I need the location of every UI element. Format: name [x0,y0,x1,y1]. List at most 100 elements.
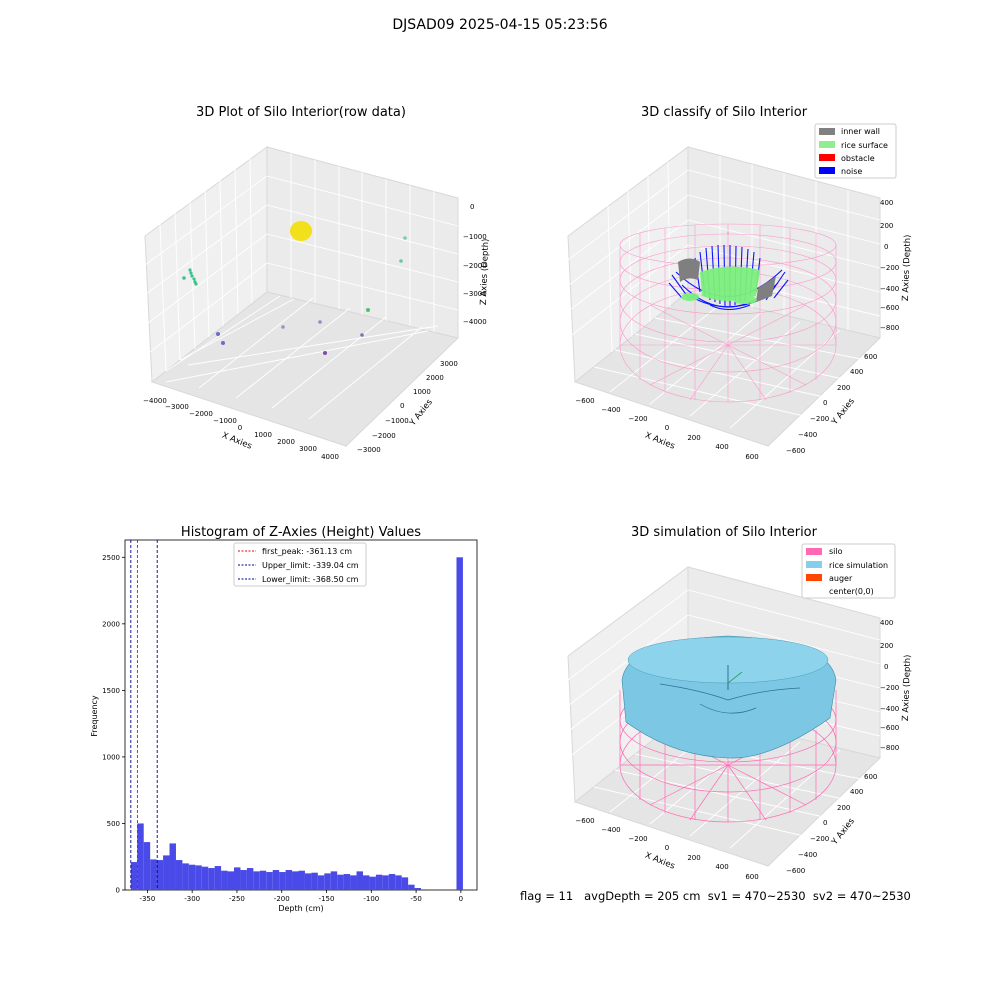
z-tick: 200 [880,642,893,650]
classify-legend: inner wall rice surface obstacle noise [814,123,897,179]
x-tick-label: -150 [319,895,335,903]
x-tick-label: -200 [274,895,290,903]
y-tick-label: 1500 [102,687,120,695]
y-axis-label: Y Axies [829,816,857,848]
x-tick: 1000 [254,431,272,439]
histogram-bar [214,866,222,890]
x-tick-label: -100 [363,895,379,903]
legend-label: Upper_limit: -339.04 cm [262,561,359,570]
legend-label: center(0,0) [829,587,874,596]
x-tick: 0 [665,424,669,432]
y-tick: −600 [786,867,805,875]
x-tick-label: -350 [139,895,155,903]
legend-label: noise [841,167,862,176]
histogram-bar [408,884,415,890]
x-tick: −4000 [143,397,167,405]
histogram-bar [150,859,157,890]
y-tick: 400 [850,368,863,376]
y-tick-label: 2000 [102,620,120,628]
z-tick: 200 [880,222,893,230]
floor-pane [573,711,882,867]
y-tick: −3000 [357,446,381,454]
histogram-bar [137,823,144,890]
histogram-bar [246,868,254,890]
histogram-title: Histogram of Z-Axies (Height) Values [181,525,421,540]
z-tick: −200 [880,684,899,692]
histogram-bar [337,874,344,890]
x-tick: −1000 [213,417,237,425]
legend-label: auger [829,574,853,583]
histogram-bar [163,855,170,890]
green-arc-points [182,268,198,286]
histogram-legend: first_peak: -361.13 cm Upper_limit: -339… [233,542,367,587]
x-tick: 600 [745,873,758,881]
y-axis-label: Frequency [90,695,99,737]
z-tick: 0 [884,663,888,671]
x-axis-label: Depth (cm) [278,904,323,913]
legend-label: rice surface [841,141,888,150]
histogram-bar [395,875,402,890]
histogram-bar [279,872,286,890]
x-tick-label: 0 [459,895,463,903]
histogram-bar [330,871,338,890]
y-tick: −600 [786,447,805,455]
raw-plot-title: 3D Plot of Silo Interior(row data) [196,105,406,120]
histogram-bar [259,870,267,890]
x-axis-label: X Axies [643,851,676,872]
histogram-bar [382,875,389,890]
y-tick-label: 2500 [102,554,120,562]
histogram-bar [350,875,357,890]
y-tick: 0 [823,399,827,407]
z-tick: −800 [880,744,899,752]
histogram-bar [272,870,280,890]
histogram-bar [195,865,202,890]
gridlines [144,153,459,420]
x-tick-label: -50 [410,895,421,903]
y-tick: 0 [400,402,404,410]
x-tick: −400 [601,406,620,414]
y-tick: −400 [798,431,817,439]
histogram-bar [169,843,176,890]
x-ticks: -350 -300 -250 -200 -150 -100 -50 0 [139,890,463,903]
histogram-bar [298,870,305,890]
x-tick: 200 [687,854,700,862]
x-tick: −200 [628,835,647,843]
y-tick: 200 [837,804,850,812]
histogram-bars [130,557,463,890]
legend-label: obstacle [841,154,875,163]
histogram-bar [292,871,299,890]
histogram-bar [285,870,293,890]
histogram-bar [311,872,318,890]
z-tick: 400 [880,199,893,207]
legend-label: Lower_limit: -368.50 cm [262,575,359,584]
silo-wireframe [619,223,837,403]
raw-3d-plot: 3D Plot of Silo Interior(row data) −4000… [143,105,491,461]
z-tick: −800 [880,324,899,332]
x-tick: −3000 [165,403,189,411]
histogram-bar [324,873,331,890]
simulation-plot-title: 3D simulation of Silo Interior [631,525,818,540]
y-tick: 200 [837,384,850,392]
histogram-bar [388,874,396,890]
classify-3d-plot: 3D classify of Silo Interior [567,105,913,461]
z-axis-label: Z Axies (Depth) [479,238,491,305]
x-tick-label: -300 [184,895,200,903]
reference-lines [130,540,158,890]
y-tick: 2000 [426,374,444,382]
z-tick: 0 [884,243,888,251]
histogram-bar [266,872,273,890]
y-tick: −200 [810,415,829,423]
histogram-bar [304,873,312,890]
histogram-bar [208,868,215,890]
histogram-bar [175,860,183,890]
yellow-cluster [290,221,312,241]
y-tick: 600 [864,353,877,361]
status-footer: flag = 11 avgDepth = 205 cm sv1 = 470~25… [520,889,911,903]
inner-wall-points [678,258,776,302]
y-tick: 3000 [440,360,458,368]
y-tick: 600 [864,773,877,781]
histogram-bar [362,875,370,890]
legend-label: rice simulation [829,561,888,570]
y-tick: 1000 [413,388,431,396]
floor-pane [150,291,460,447]
